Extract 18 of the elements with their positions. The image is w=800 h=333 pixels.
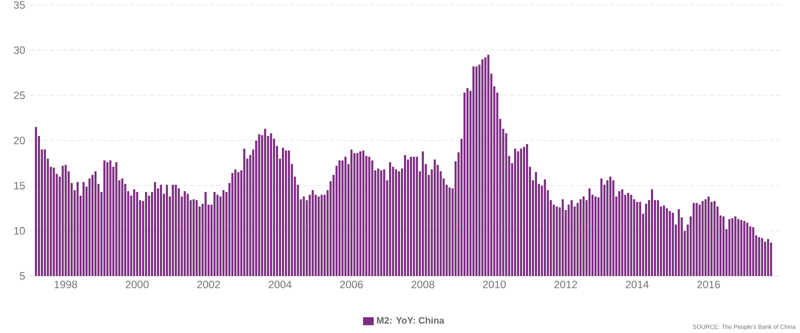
- x-tick-label: 2016: [697, 280, 720, 288]
- y-tick-label: 20: [14, 136, 25, 144]
- x-tick-label: 2010: [482, 280, 506, 288]
- y-tick-label: 10: [14, 227, 25, 235]
- y-tick-label: 5: [20, 272, 25, 280]
- y-tick-label: 15: [14, 182, 25, 190]
- x-tick-label: 2000: [126, 280, 149, 288]
- y-tick-label: 30: [14, 46, 25, 54]
- x-tick-label: 2012: [554, 280, 578, 288]
- x-tick-label: 2004: [268, 280, 292, 288]
- y-tick-label: 25: [14, 92, 25, 100]
- x-tick-label: 2006: [340, 280, 363, 288]
- x-tick-label: 2008: [412, 280, 434, 288]
- x-tick-label: 1998: [54, 280, 78, 288]
- x-tick-label: 2014: [626, 280, 649, 288]
- legend-label: M2: YoY: China: [377, 316, 444, 324]
- y-tick-label: 35: [14, 1, 25, 9]
- x-tick-label: 2002: [197, 280, 220, 288]
